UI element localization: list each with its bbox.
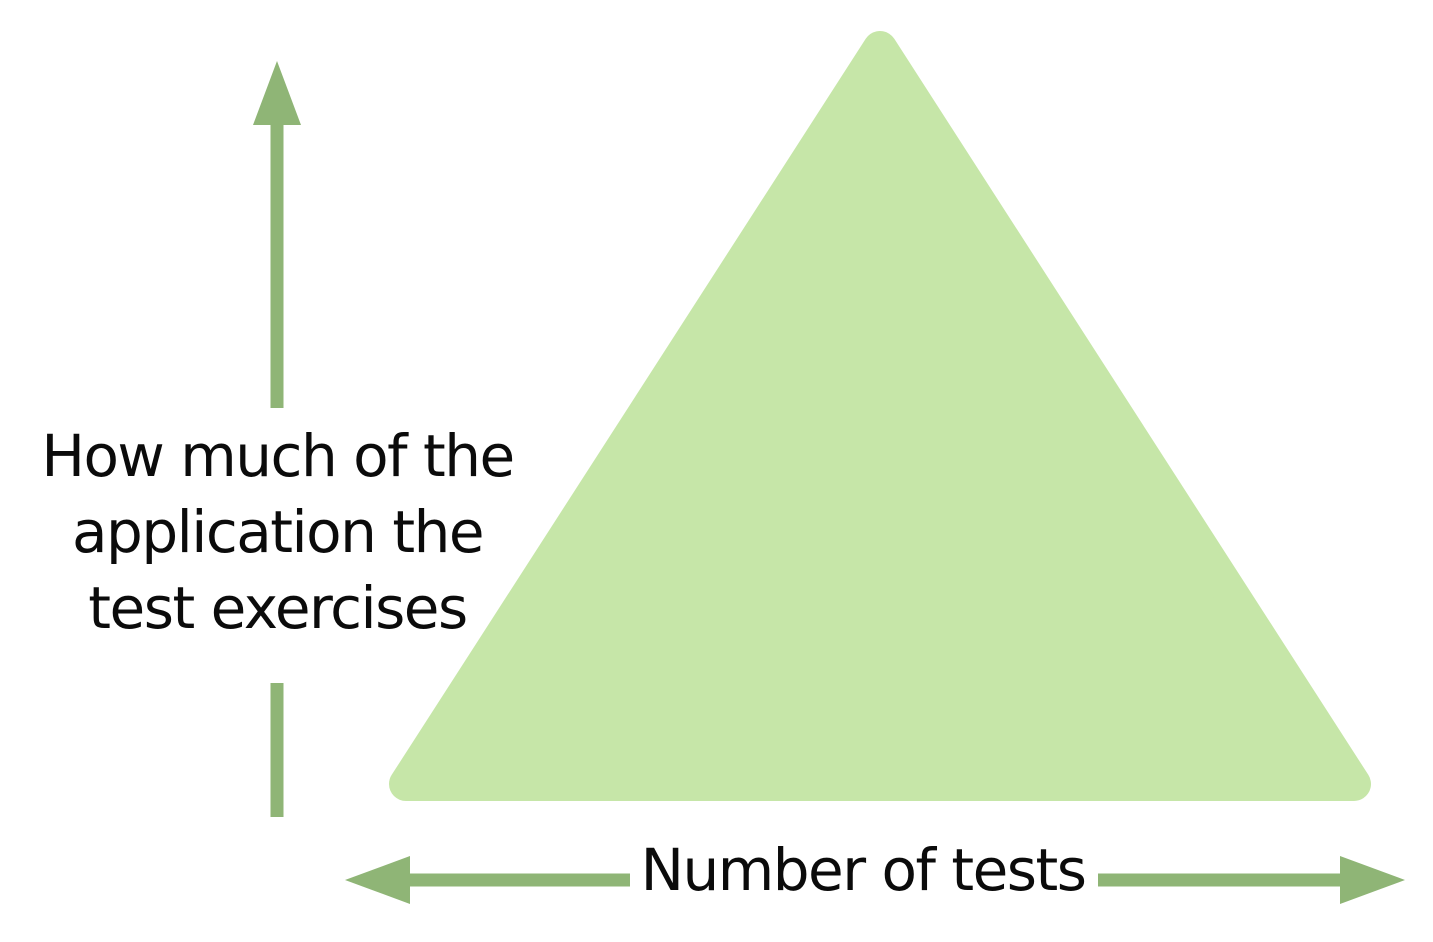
vertical-axis-label-line-2: application the [71,498,485,566]
vertical-axis-arrowhead [253,61,301,125]
horizontal-axis-left-arrowhead [345,856,410,904]
horizontal-axis-arrow [345,856,1405,904]
horizontal-axis-label: Number of tests [640,836,1087,904]
vertical-axis-label-line-3: test exercises [88,574,468,642]
vertical-axis-arrow [253,61,301,817]
vertical-axis-label-line-1: How much of the [41,422,515,490]
vertical-axis-label: How much of the application the test exe… [40,418,515,646]
horizontal-axis-right-arrowhead [1340,856,1405,904]
test-pyramid-triangle [389,31,1371,801]
